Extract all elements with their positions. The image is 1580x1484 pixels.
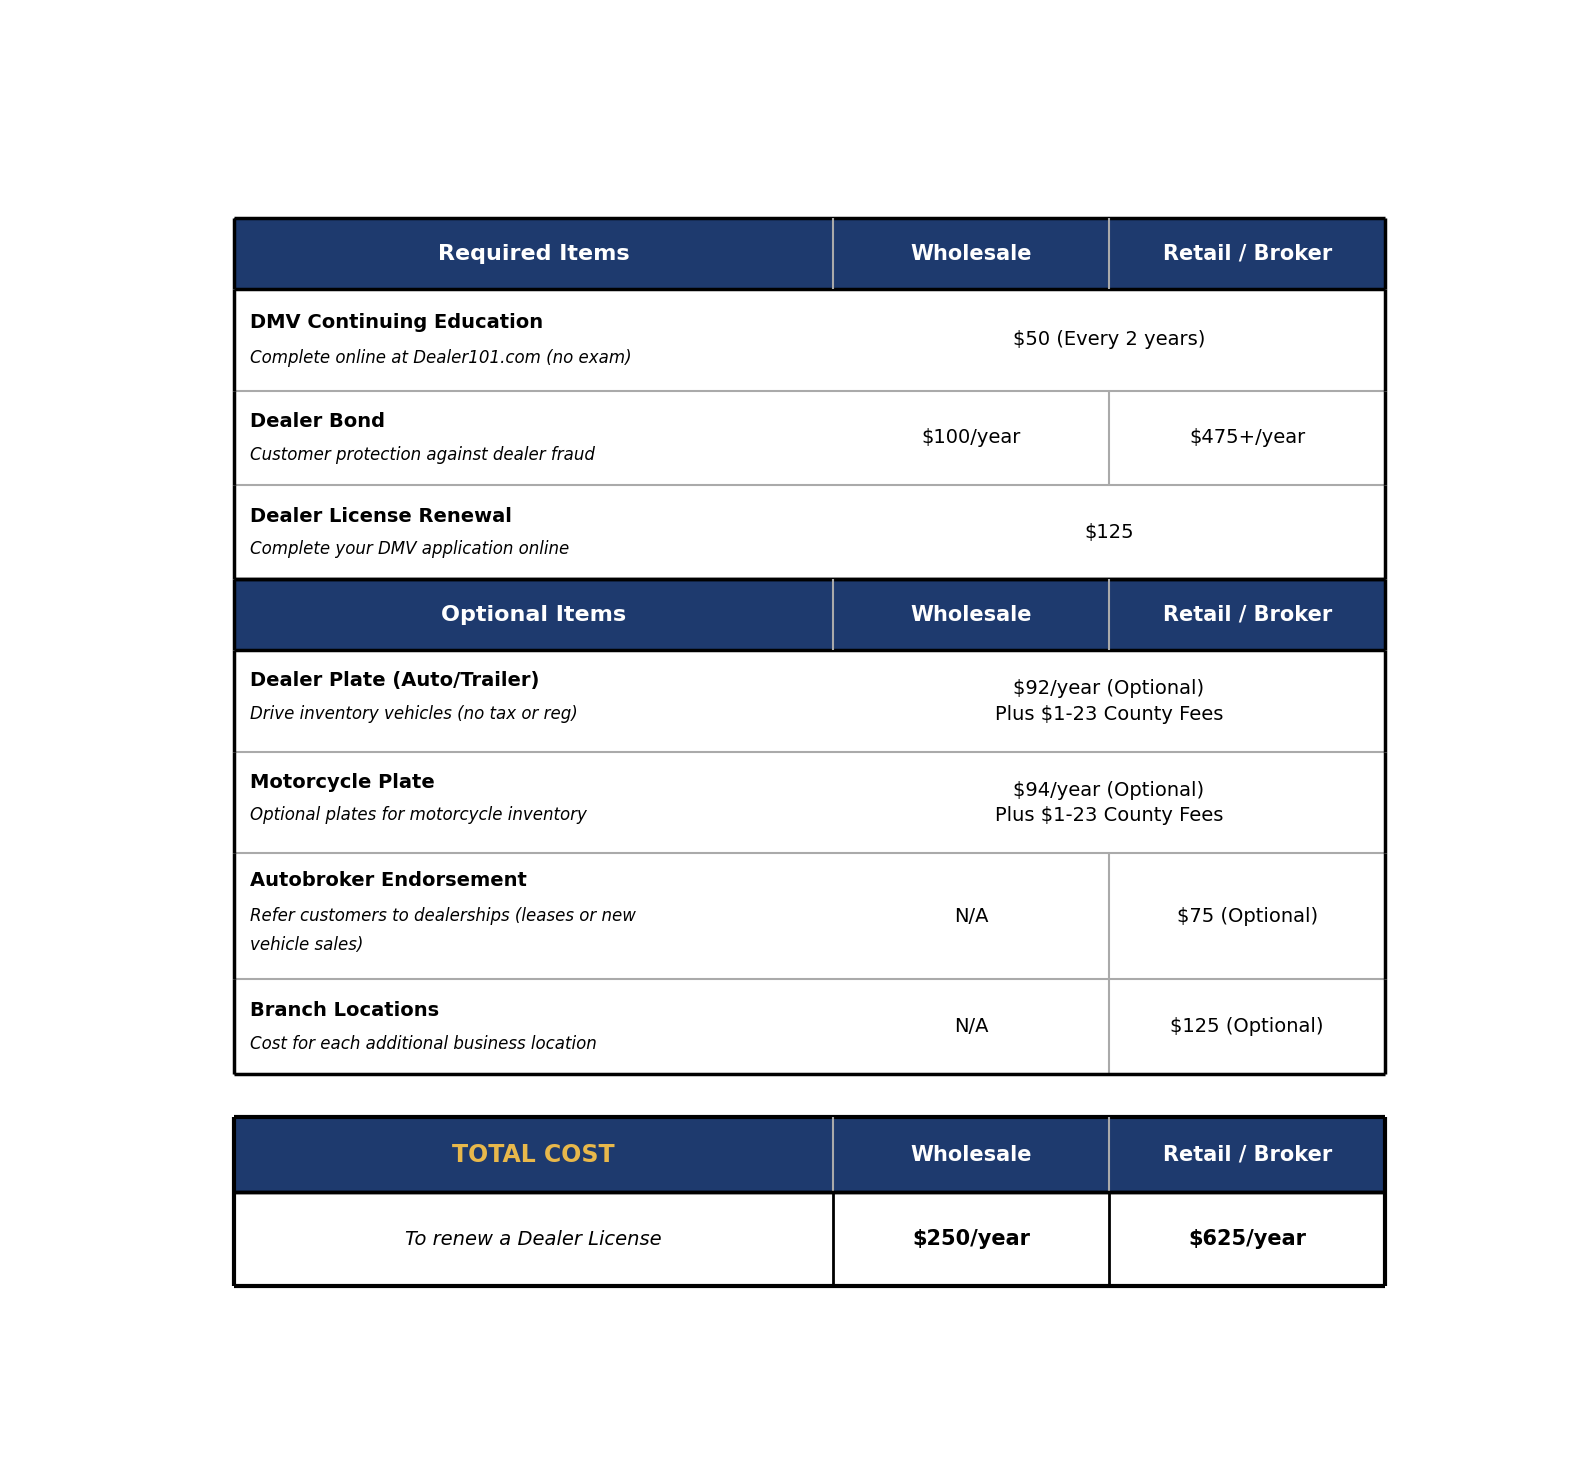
Text: Cost for each additional business location: Cost for each additional business locati… (250, 1034, 597, 1052)
Text: $100/year: $100/year (921, 429, 1021, 447)
Text: vehicle sales): vehicle sales) (250, 936, 363, 954)
Bar (833, 979, 1109, 1074)
Text: Required Items: Required Items (438, 243, 629, 264)
Bar (833, 289, 1109, 390)
Bar (833, 485, 1109, 579)
Bar (234, 289, 833, 390)
Bar (833, 752, 1109, 853)
Text: $475+/year: $475+/year (1190, 429, 1305, 447)
Bar (1109, 485, 1386, 579)
Bar (1109, 218, 1386, 289)
Text: $94/year (Optional): $94/year (Optional) (1013, 781, 1204, 800)
Text: N/A: N/A (954, 1017, 988, 1036)
Bar (234, 650, 833, 752)
Text: $125 (Optional): $125 (Optional) (1171, 1017, 1324, 1036)
Text: $250/year: $250/year (912, 1229, 1030, 1250)
Text: Drive inventory vehicles (no tax or reg): Drive inventory vehicles (no tax or reg) (250, 705, 578, 723)
Text: Branch Locations: Branch Locations (250, 1002, 439, 1020)
Bar (234, 579, 833, 650)
Text: Motorcycle Plate: Motorcycle Plate (250, 773, 435, 791)
Bar (1109, 979, 1386, 1074)
Text: Complete online at Dealer101.com (no exam): Complete online at Dealer101.com (no exa… (250, 349, 632, 367)
Text: Optional Items: Optional Items (441, 605, 626, 625)
Text: Autobroker Endorsement: Autobroker Endorsement (250, 871, 528, 890)
Text: Dealer Plate (Auto/Trailer): Dealer Plate (Auto/Trailer) (250, 671, 539, 690)
Text: Retail / Broker: Retail / Broker (1163, 605, 1332, 625)
Text: $50 (Every 2 years): $50 (Every 2 years) (1013, 331, 1206, 349)
Bar (833, 218, 1109, 289)
Text: Refer customers to dealerships (leases or new: Refer customers to dealerships (leases o… (250, 907, 637, 925)
Bar (234, 1117, 833, 1192)
Bar (234, 979, 833, 1074)
Text: DMV Continuing Education: DMV Continuing Education (250, 313, 544, 332)
Bar (234, 1192, 833, 1287)
Text: To renew a Dealer License: To renew a Dealer License (404, 1230, 662, 1250)
Bar (234, 218, 833, 289)
Bar (1109, 853, 1386, 979)
Bar (833, 1117, 1109, 1192)
Bar (833, 390, 1109, 485)
Text: $92/year (Optional): $92/year (Optional) (1013, 680, 1204, 699)
Text: $125: $125 (1084, 522, 1134, 542)
Text: Retail / Broker: Retail / Broker (1163, 243, 1332, 264)
Bar (833, 579, 1109, 650)
Bar (833, 650, 1109, 752)
Bar (234, 752, 833, 853)
Text: Retail / Broker: Retail / Broker (1163, 1144, 1332, 1165)
Text: Customer protection against dealer fraud: Customer protection against dealer fraud (250, 445, 596, 463)
Text: Wholesale: Wholesale (910, 1144, 1032, 1165)
Bar (833, 853, 1109, 979)
Text: Wholesale: Wholesale (910, 243, 1032, 264)
Text: Plus $1-23 County Fees: Plus $1-23 County Fees (995, 806, 1223, 825)
Text: Wholesale: Wholesale (910, 605, 1032, 625)
Text: Dealer Bond: Dealer Bond (250, 413, 386, 432)
Text: N/A: N/A (954, 907, 988, 926)
Text: $75 (Optional): $75 (Optional) (1177, 907, 1318, 926)
Text: TOTAL COST: TOTAL COST (452, 1143, 615, 1166)
Bar (1109, 289, 1386, 390)
Bar (1109, 390, 1386, 485)
Bar (234, 485, 833, 579)
Text: Optional plates for motorcycle inventory: Optional plates for motorcycle inventory (250, 806, 588, 825)
Text: $625/year: $625/year (1188, 1229, 1307, 1250)
Bar (833, 1192, 1109, 1287)
Bar (1109, 650, 1386, 752)
Bar (1109, 1117, 1386, 1192)
Bar (1109, 579, 1386, 650)
Bar (234, 853, 833, 979)
Text: Dealer License Renewal: Dealer License Renewal (250, 506, 512, 525)
Bar (234, 390, 833, 485)
Text: Complete your DMV application online: Complete your DMV application online (250, 540, 569, 558)
Bar (1109, 752, 1386, 853)
Bar (1109, 1192, 1386, 1287)
Text: Plus $1-23 County Fees: Plus $1-23 County Fees (995, 705, 1223, 724)
